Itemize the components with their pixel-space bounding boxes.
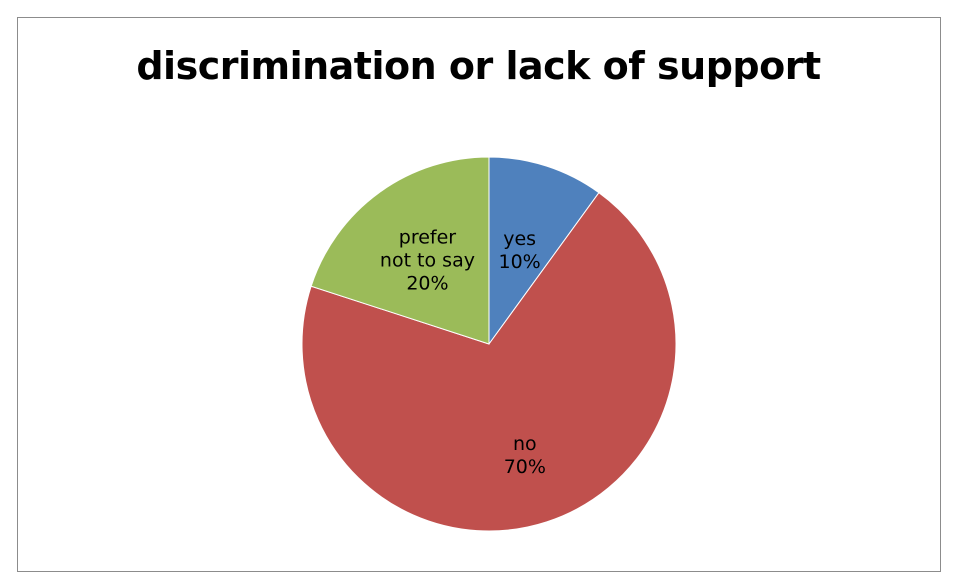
data-label-line: 20% (406, 272, 448, 294)
data-label-yes: yes 10% (499, 228, 541, 273)
data-label-line: 10% (499, 251, 541, 273)
data-label-line: yes (503, 228, 536, 250)
data-label-line: not to say (380, 249, 475, 271)
data-label-line: prefer (399, 226, 457, 248)
data-label-prefer-not-to-say: prefer not to say 20% (380, 226, 475, 294)
pie-slice-prefer-not-to-say (310, 156, 490, 345)
pie-slice-no (301, 192, 677, 532)
data-label-no: no 70% (504, 433, 546, 478)
chart-title: discrimination or lack of support (136, 44, 821, 88)
pie-slice-yes (488, 156, 600, 346)
data-label-line: no (513, 433, 537, 455)
data-label-line: 70% (504, 456, 546, 478)
